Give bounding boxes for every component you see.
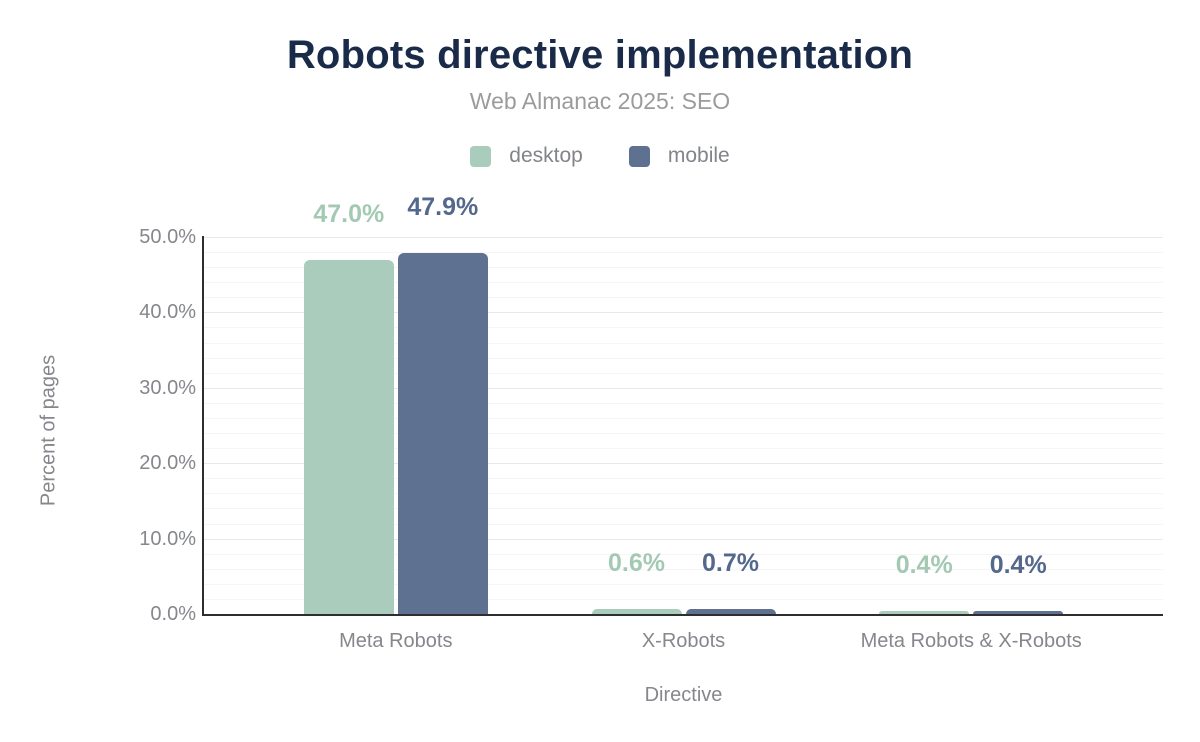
y-tick-label: 40.0% [139,301,196,324]
gridline-minor [204,402,1163,404]
y-tick-label: 0.0% [150,603,196,625]
gridline-minor [204,357,1163,359]
legend-label-mobile: mobile [667,144,730,167]
x-tick-label: X-Robots [641,630,726,652]
gridline-minor [204,568,1163,570]
gridline-minor [204,417,1163,419]
x-axis-line [202,614,1163,616]
bar-desktop-1 [591,609,682,614]
value-label-mobile-1: 0.7% [702,548,759,577]
gridline-minor [204,493,1163,495]
bar-mobile-0 [397,252,488,614]
legend-swatch-desktop [470,145,492,167]
gridline-minor [204,297,1163,299]
gridline-minor [204,448,1163,450]
legend: desktop mobile [0,144,1200,168]
value-label-mobile-0: 47.9% [407,192,479,221]
bar-desktop-0 [303,259,394,614]
legend-item-desktop: desktop [470,144,583,168]
legend-swatch-mobile [628,145,650,167]
y-tick-label: 10.0% [139,527,196,550]
y-tick-label: 50.0% [139,226,196,248]
gridline-minor [204,553,1163,555]
gridline-minor [204,478,1163,480]
gridline-minor [204,282,1163,284]
bar-mobile-1 [685,608,776,614]
x-tick-label: Meta Robots [339,630,453,652]
gridline-major [204,237,1163,238]
gridline-major [204,387,1163,389]
bar-mobile-2 [973,610,1064,614]
value-label-mobile-2: 0.4% [989,550,1047,579]
value-label-desktop-1: 0.6% [608,549,665,578]
gridline-minor [204,583,1163,585]
gridline-minor [204,252,1163,254]
gridline-minor [204,327,1163,329]
y-tick-label: 30.0% [139,376,196,399]
x-tick-label: Meta Robots & X-Robots [860,630,1082,652]
gridline-major [204,463,1163,465]
legend-label-desktop: desktop [509,144,583,167]
gridline-major [204,312,1163,314]
gridline-minor [204,342,1163,344]
gridline-major [204,538,1163,540]
y-tick-label: 20.0% [139,452,196,475]
gridline-minor [204,372,1163,374]
chart-title: Robots directive implementation [286,33,914,77]
y-axis-line [202,236,204,616]
y-axis-title: Percent of pages [37,354,60,507]
legend-item-mobile: mobile [628,144,730,168]
x-axis-title: Directive [644,684,723,706]
chart-subtitle: Web Almanac 2025: SEO [469,88,731,114]
value-label-desktop-2: 0.4% [895,550,953,579]
gridline-minor [204,267,1163,269]
gridline-minor [204,598,1163,600]
gridline-minor [204,508,1163,510]
value-label-desktop-0: 47.0% [313,199,385,228]
bar-desktop-2 [879,610,970,614]
gridline-minor [204,433,1163,435]
gridline-minor [204,523,1163,525]
